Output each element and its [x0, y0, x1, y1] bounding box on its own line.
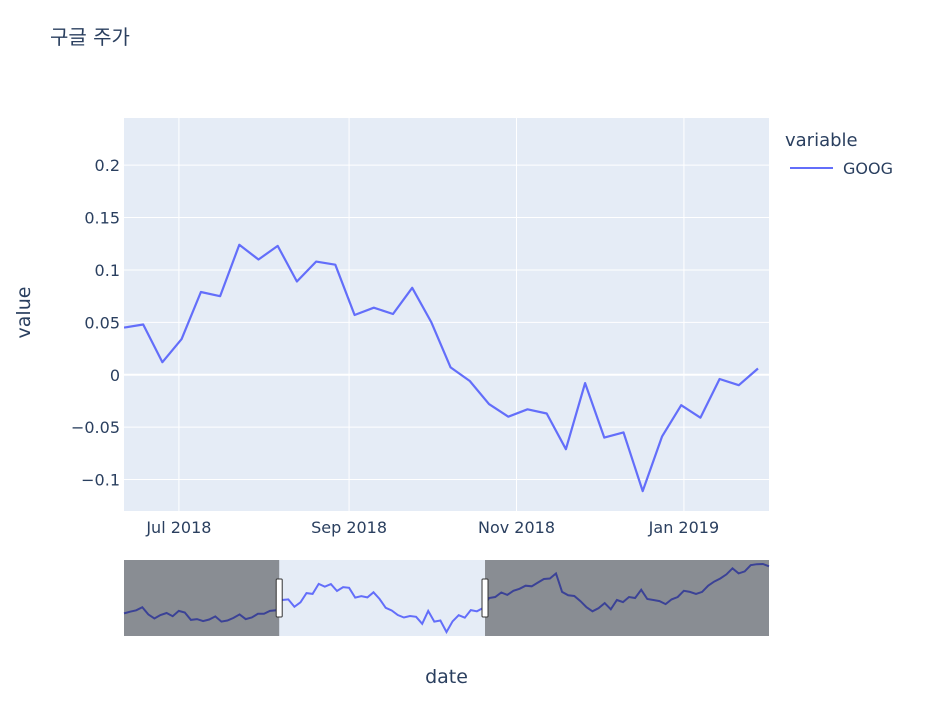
- legend-item-goog[interactable]: GOOG: [790, 159, 893, 178]
- y-axis-ticks: 0.2 0.15 0.1 0.05 0 −0.05 −0.1: [71, 156, 120, 489]
- legend-title: variable: [785, 130, 858, 151]
- x-axis-ticks: Jul 2018 Sep 2018 Nov 2018 Jan 2019: [145, 518, 719, 537]
- series-line-goog[interactable]: [124, 243, 759, 493]
- y-tick-label: 0.05: [84, 313, 120, 332]
- x-tick-label: Nov 2018: [478, 518, 555, 537]
- y-tick-label: 0: [110, 366, 120, 385]
- range-slider-line: [123, 562, 770, 635]
- range-slider-series: [123, 562, 770, 635]
- legend-label: GOOG: [843, 159, 893, 178]
- y-tick-label: 0.15: [84, 209, 120, 228]
- range-slider-mask-left: [124, 560, 280, 636]
- y-gridlines: [124, 164, 769, 481]
- chart-title: 구글 주가: [50, 25, 130, 49]
- series-layer: [123, 243, 759, 493]
- y-axis-title: value: [13, 287, 35, 339]
- y-tick-label: −0.1: [81, 471, 120, 490]
- x-axis-title: date: [425, 666, 468, 688]
- y-tick-label: 0.2: [95, 156, 120, 175]
- y-tick-label: −0.05: [71, 418, 120, 437]
- range-slider-background: [124, 560, 769, 636]
- range-slider[interactable]: [123, 560, 770, 636]
- y-tick-label: 0.1: [95, 261, 120, 280]
- range-slider-mask-right: [485, 560, 769, 636]
- range-slider-handle-left[interactable]: [275, 578, 283, 618]
- x-tick-label: Jan 2019: [648, 518, 719, 537]
- x-tick-label: Jul 2018: [145, 518, 211, 537]
- x-tick-label: Sep 2018: [311, 518, 387, 537]
- plot-area[interactable]: [124, 118, 769, 511]
- range-slider-handle-right[interactable]: [481, 578, 489, 618]
- x-gridlines: [178, 118, 685, 511]
- legend: variable GOOG: [785, 130, 893, 178]
